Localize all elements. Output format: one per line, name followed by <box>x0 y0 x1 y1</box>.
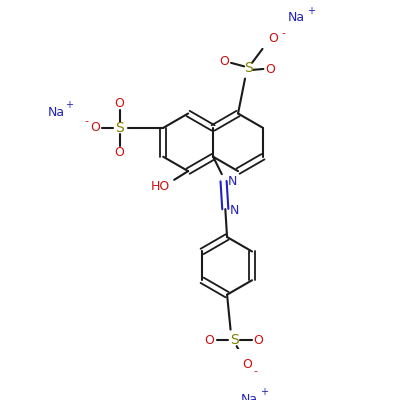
Text: O: O <box>242 358 252 371</box>
Text: S: S <box>244 61 253 75</box>
Text: O: O <box>268 32 278 45</box>
Text: N: N <box>229 204 239 217</box>
Text: O: O <box>115 97 124 110</box>
Text: -: - <box>254 366 258 376</box>
Text: S: S <box>230 333 238 347</box>
Text: Na: Na <box>241 393 258 400</box>
Text: O: O <box>205 334 214 346</box>
Text: O: O <box>254 334 264 346</box>
Text: +: + <box>65 100 73 110</box>
Text: N: N <box>228 175 237 188</box>
Text: S: S <box>115 121 124 135</box>
Text: HO: HO <box>150 180 170 193</box>
Text: +: + <box>307 6 315 16</box>
Text: O: O <box>115 146 124 159</box>
Text: O: O <box>90 122 100 134</box>
Text: Na: Na <box>288 11 305 24</box>
Text: -: - <box>84 116 88 126</box>
Text: O: O <box>219 55 229 68</box>
Text: Na: Na <box>48 106 65 119</box>
Text: -: - <box>282 28 286 38</box>
Text: +: + <box>260 388 268 398</box>
Text: O: O <box>266 63 275 76</box>
